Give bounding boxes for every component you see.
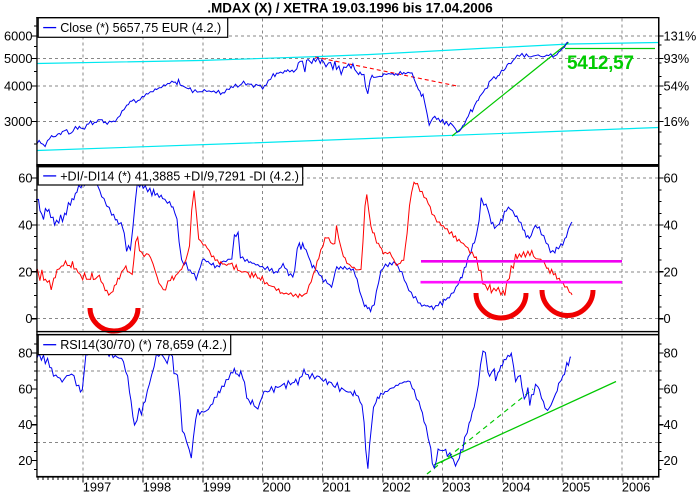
svg-text:1997: 1997 xyxy=(83,480,111,495)
svg-text:2004: 2004 xyxy=(502,480,530,495)
svg-text:16%: 16% xyxy=(664,114,690,129)
svg-text:2000: 2000 xyxy=(262,480,290,495)
svg-text:2001: 2001 xyxy=(322,480,350,495)
svg-text:131%: 131% xyxy=(664,29,697,44)
svg-text:60: 60 xyxy=(664,171,678,186)
svg-text:1998: 1998 xyxy=(143,480,171,495)
svg-text:80: 80 xyxy=(18,346,32,361)
svg-text:20: 20 xyxy=(18,453,32,468)
svg-text:40: 40 xyxy=(18,217,32,232)
svg-text:+DI/-DI14 (*) 41,3885 +DI/9,72: +DI/-DI14 (*) 41,3885 +DI/9,7291 -DI (4.… xyxy=(60,169,299,183)
svg-text:80: 80 xyxy=(664,346,678,361)
svg-text:0: 0 xyxy=(25,311,32,326)
svg-text:2005: 2005 xyxy=(562,480,590,495)
svg-text:4000: 4000 xyxy=(4,79,32,94)
svg-text:20: 20 xyxy=(18,264,32,279)
svg-text:1999: 1999 xyxy=(203,480,231,495)
svg-text:2003: 2003 xyxy=(442,480,470,495)
svg-text:0: 0 xyxy=(664,311,671,326)
svg-text:40: 40 xyxy=(18,417,32,432)
svg-text:2002: 2002 xyxy=(382,480,410,495)
svg-text:54%: 54% xyxy=(664,79,690,94)
svg-text:60: 60 xyxy=(664,381,678,396)
svg-text:6000: 6000 xyxy=(4,29,32,44)
svg-text:RSI14(30/70) (*) 78,659 (4.2.): RSI14(30/70) (*) 78,659 (4.2.) xyxy=(60,338,227,352)
svg-text:.MDAX (X) / XETRA 19.03.1996 b: .MDAX (X) / XETRA 19.03.1996 bis 17.04.2… xyxy=(207,1,492,16)
svg-text:40: 40 xyxy=(664,417,678,432)
svg-text:5412,57: 5412,57 xyxy=(567,53,634,74)
svg-text:93%: 93% xyxy=(664,51,690,66)
svg-text:40: 40 xyxy=(664,217,678,232)
svg-text:3000: 3000 xyxy=(4,114,32,129)
svg-text:5000: 5000 xyxy=(4,51,32,66)
svg-text:Close (*) 5657,75 EUR (4.2.): Close (*) 5657,75 EUR (4.2.) xyxy=(60,21,221,35)
svg-text:2006: 2006 xyxy=(622,480,650,495)
svg-text:20: 20 xyxy=(664,453,678,468)
svg-text:20: 20 xyxy=(664,264,678,279)
svg-text:60: 60 xyxy=(18,171,32,186)
svg-text:60: 60 xyxy=(18,381,32,396)
